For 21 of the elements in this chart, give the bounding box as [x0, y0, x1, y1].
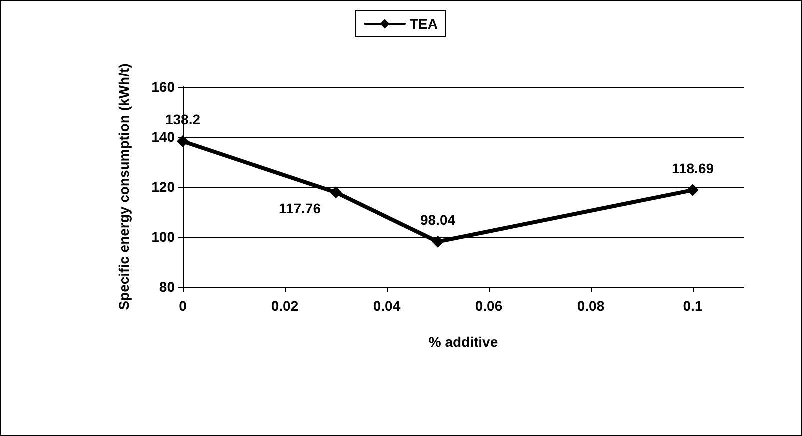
x-axis-title: % additive [428, 334, 498, 350]
x-tick-label: 0.06 [475, 298, 503, 314]
legend-label: TEA [410, 16, 438, 32]
data-label: 117.76 [278, 200, 322, 217]
data-label: 98.04 [420, 212, 456, 228]
y-tick-label: 120 [152, 179, 176, 195]
y-tick-label: 160 [152, 79, 176, 95]
x-tick-label: 0.02 [271, 298, 299, 314]
x-tick-label: 0.04 [373, 298, 401, 314]
point [330, 186, 342, 199]
point [177, 136, 189, 148]
point [687, 184, 699, 196]
x-tick-label: 0 [179, 298, 188, 314]
y-tick-label: 100 [152, 229, 176, 245]
x-tick-label: 0.1 [683, 298, 703, 314]
x-tick-label: 0.08 [577, 298, 605, 314]
y-tick-label: 80 [159, 279, 176, 295]
data-label: 118.69 [672, 160, 714, 176]
y-tick-label: 140 [152, 129, 176, 145]
point [432, 236, 444, 248]
y-axis-title: Specific energy consumption (kWh/t) [116, 64, 132, 310]
